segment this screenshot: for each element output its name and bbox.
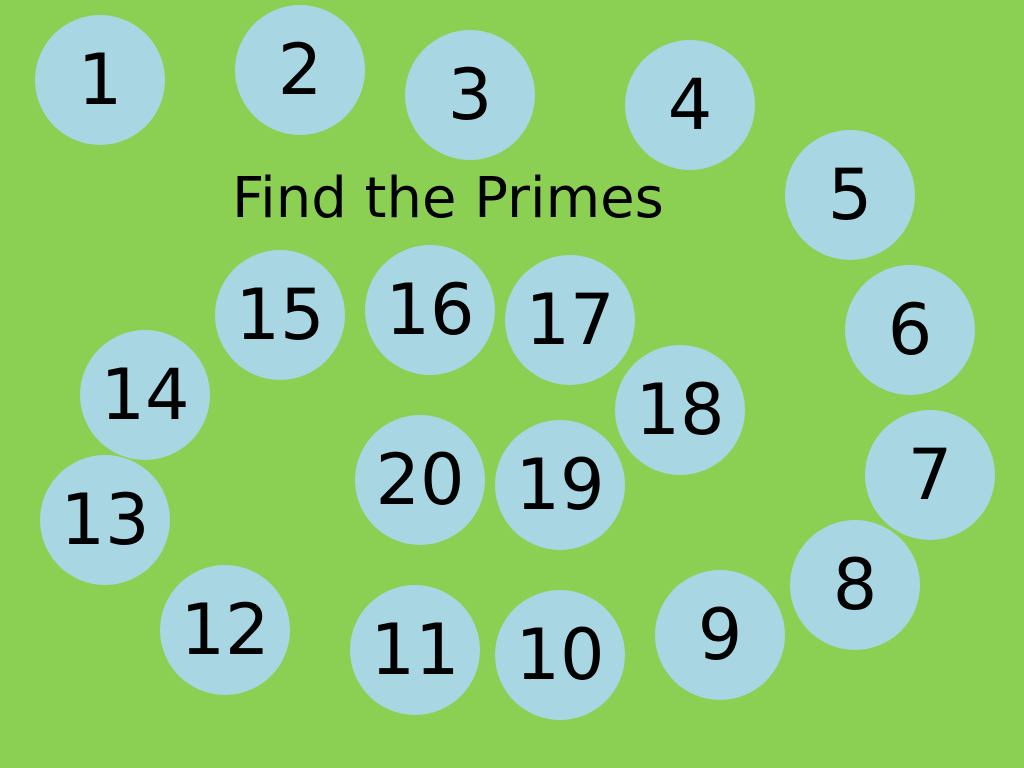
number-circle-6[interactable]: 6 [845, 265, 975, 395]
number-circle-11[interactable]: 11 [350, 585, 480, 715]
number-circle-2[interactable]: 2 [235, 5, 365, 135]
number-circle-5[interactable]: 5 [785, 130, 915, 260]
number-circle-12[interactable]: 12 [160, 565, 290, 695]
number-circle-8[interactable]: 8 [790, 520, 920, 650]
number-circle-13[interactable]: 13 [40, 455, 170, 585]
number-circle-9[interactable]: 9 [655, 570, 785, 700]
number-circle-19[interactable]: 19 [495, 420, 625, 550]
number-circle-7[interactable]: 7 [865, 410, 995, 540]
number-circle-18[interactable]: 18 [615, 345, 745, 475]
number-circle-14[interactable]: 14 [80, 330, 210, 460]
game-canvas: Find the Primes1234567891011121314151617… [0, 0, 1024, 768]
number-circle-17[interactable]: 17 [505, 255, 635, 385]
number-circle-15[interactable]: 15 [215, 250, 345, 380]
number-circle-10[interactable]: 10 [495, 590, 625, 720]
number-circle-3[interactable]: 3 [405, 30, 535, 160]
game-title: Find the Primes [232, 166, 664, 231]
number-circle-16[interactable]: 16 [365, 245, 495, 375]
number-circle-4[interactable]: 4 [625, 40, 755, 170]
number-circle-20[interactable]: 20 [355, 415, 485, 545]
number-circle-1[interactable]: 1 [35, 15, 165, 145]
